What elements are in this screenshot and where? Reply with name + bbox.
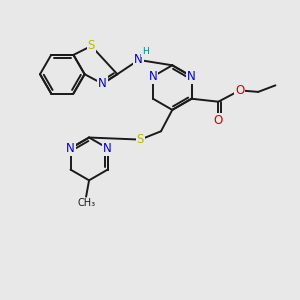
Text: O: O <box>235 84 244 97</box>
Text: O: O <box>235 84 244 97</box>
Text: N: N <box>66 142 75 155</box>
Text: O: O <box>214 114 223 127</box>
Text: N: N <box>98 77 107 90</box>
Text: H: H <box>142 47 148 56</box>
Text: O: O <box>214 114 223 127</box>
Text: N: N <box>103 142 112 155</box>
Text: S: S <box>88 40 95 52</box>
Text: CH₃: CH₃ <box>77 198 95 208</box>
Text: N: N <box>148 70 158 83</box>
Text: S: S <box>88 40 95 52</box>
Text: N: N <box>98 77 107 90</box>
Text: N: N <box>134 52 143 65</box>
Text: N: N <box>103 142 112 155</box>
Text: H: H <box>142 47 148 56</box>
Text: S: S <box>136 133 144 146</box>
Text: N: N <box>134 53 143 66</box>
Text: N: N <box>187 70 196 83</box>
Text: N: N <box>66 142 75 155</box>
Text: S: S <box>136 133 144 146</box>
Text: N: N <box>148 70 158 83</box>
Text: N: N <box>187 70 196 83</box>
